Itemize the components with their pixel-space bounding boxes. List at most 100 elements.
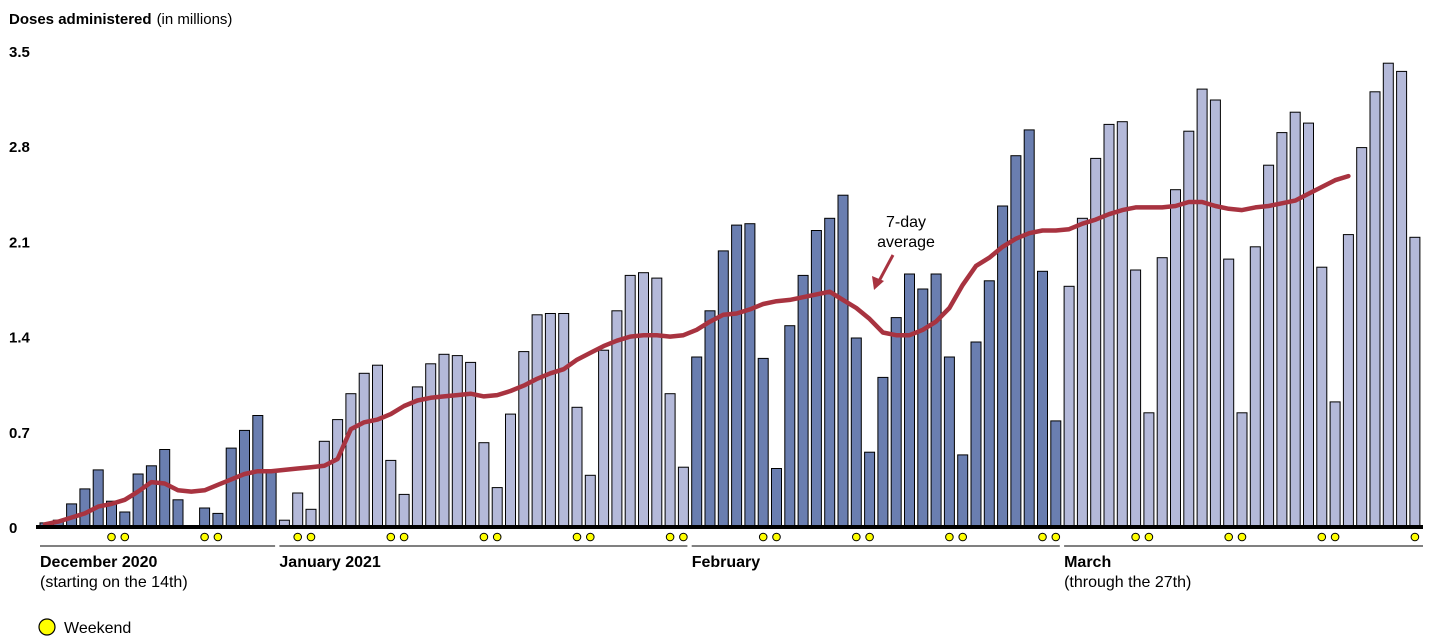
bar — [79, 488, 91, 528]
bar — [1010, 155, 1022, 528]
bar — [917, 288, 929, 528]
weekend-markers — [107, 532, 1420, 542]
bar — [624, 274, 636, 528]
weekend-dot — [386, 532, 396, 542]
bar — [1116, 121, 1128, 528]
bar — [810, 230, 822, 528]
bar — [1050, 420, 1062, 528]
bar — [1130, 269, 1142, 528]
bar — [1156, 257, 1168, 528]
weekend-dot — [1410, 532, 1420, 542]
weekend-dot — [679, 532, 688, 542]
chart-title-group: Doses administered (in millions) — [9, 11, 232, 28]
bar — [332, 419, 344, 528]
bar — [837, 194, 849, 528]
y-tick-label: 2.8 — [9, 139, 30, 156]
bar — [465, 361, 477, 528]
bar — [505, 413, 516, 528]
y-tick-label: 2.1 — [9, 234, 30, 251]
weekend-dot — [306, 532, 316, 542]
bar — [677, 466, 689, 528]
bar — [943, 356, 955, 528]
bar — [292, 492, 304, 528]
bar — [398, 493, 410, 528]
weekend-dot — [399, 532, 409, 542]
y-tick-label: 3.5 — [9, 44, 30, 61]
bar — [1409, 236, 1421, 528]
bar — [771, 468, 782, 528]
weekend-dot — [107, 532, 116, 542]
bar — [731, 224, 743, 528]
bar — [691, 356, 703, 528]
month-label: January 2021 — [279, 554, 381, 571]
bar — [1076, 217, 1088, 528]
bar — [531, 314, 543, 528]
month-label: March — [1064, 554, 1111, 571]
weekend-legend-label: Weekend — [64, 620, 131, 637]
weekend-dot — [1051, 532, 1061, 542]
bars — [39, 62, 1421, 528]
average-arrow-head — [872, 276, 884, 290]
bar — [704, 310, 716, 528]
bar — [1316, 266, 1328, 528]
bar — [358, 372, 370, 528]
weekend-dot — [865, 532, 874, 542]
weekend-dot — [958, 532, 968, 542]
y-tick-label: 1.4 — [9, 330, 31, 347]
weekend-dot — [1131, 532, 1140, 542]
bar — [1303, 122, 1314, 528]
bar — [544, 313, 556, 528]
bar — [904, 273, 915, 528]
bar — [1289, 111, 1301, 528]
weekend-dot — [1038, 532, 1047, 542]
bar — [717, 250, 729, 528]
average-arrow-shaft — [876, 254, 895, 284]
bar — [864, 451, 876, 528]
bar — [1023, 129, 1035, 528]
y-tick-label: 0.7 — [9, 425, 30, 442]
bar — [970, 341, 982, 528]
weekend-dot — [1237, 532, 1247, 542]
weekend-dot — [1330, 532, 1340, 542]
bar — [1276, 132, 1288, 528]
bar — [1183, 130, 1195, 528]
average-label-line1: 7-day — [886, 214, 926, 231]
bar — [491, 487, 503, 528]
y-tick-label: 0 — [9, 520, 17, 537]
bar — [957, 454, 969, 528]
bar — [983, 280, 995, 528]
bar — [132, 473, 144, 528]
bar — [385, 459, 397, 528]
bar — [1196, 88, 1208, 528]
bar — [119, 511, 131, 528]
bar — [850, 337, 862, 528]
weekend-dot — [852, 532, 861, 542]
bar — [212, 512, 224, 528]
bar — [664, 393, 676, 528]
bar — [1329, 401, 1341, 528]
bar — [1103, 123, 1115, 528]
bar — [784, 325, 796, 528]
bar — [345, 393, 357, 528]
weekend-dot — [772, 532, 781, 542]
legend: Weekend — [38, 618, 131, 637]
bar — [451, 355, 463, 528]
bar — [1263, 164, 1275, 528]
bar — [1396, 70, 1408, 528]
bar — [239, 429, 250, 528]
weekend-dot — [665, 532, 675, 542]
bar — [318, 440, 330, 528]
bar — [1342, 234, 1354, 528]
chart-subtitle: (in millions) — [157, 11, 233, 28]
month-note: (starting on the 14th) — [40, 574, 188, 591]
bar — [651, 277, 663, 528]
bar — [930, 273, 942, 528]
bar — [797, 274, 809, 528]
bar — [757, 357, 769, 528]
weekend-dot — [1144, 532, 1154, 542]
weekend-dot — [492, 532, 502, 542]
weekend-dot — [120, 532, 130, 542]
month-labels: December 2020 (starting on the 14th) Janua… — [40, 545, 1423, 591]
bar — [1369, 91, 1381, 528]
